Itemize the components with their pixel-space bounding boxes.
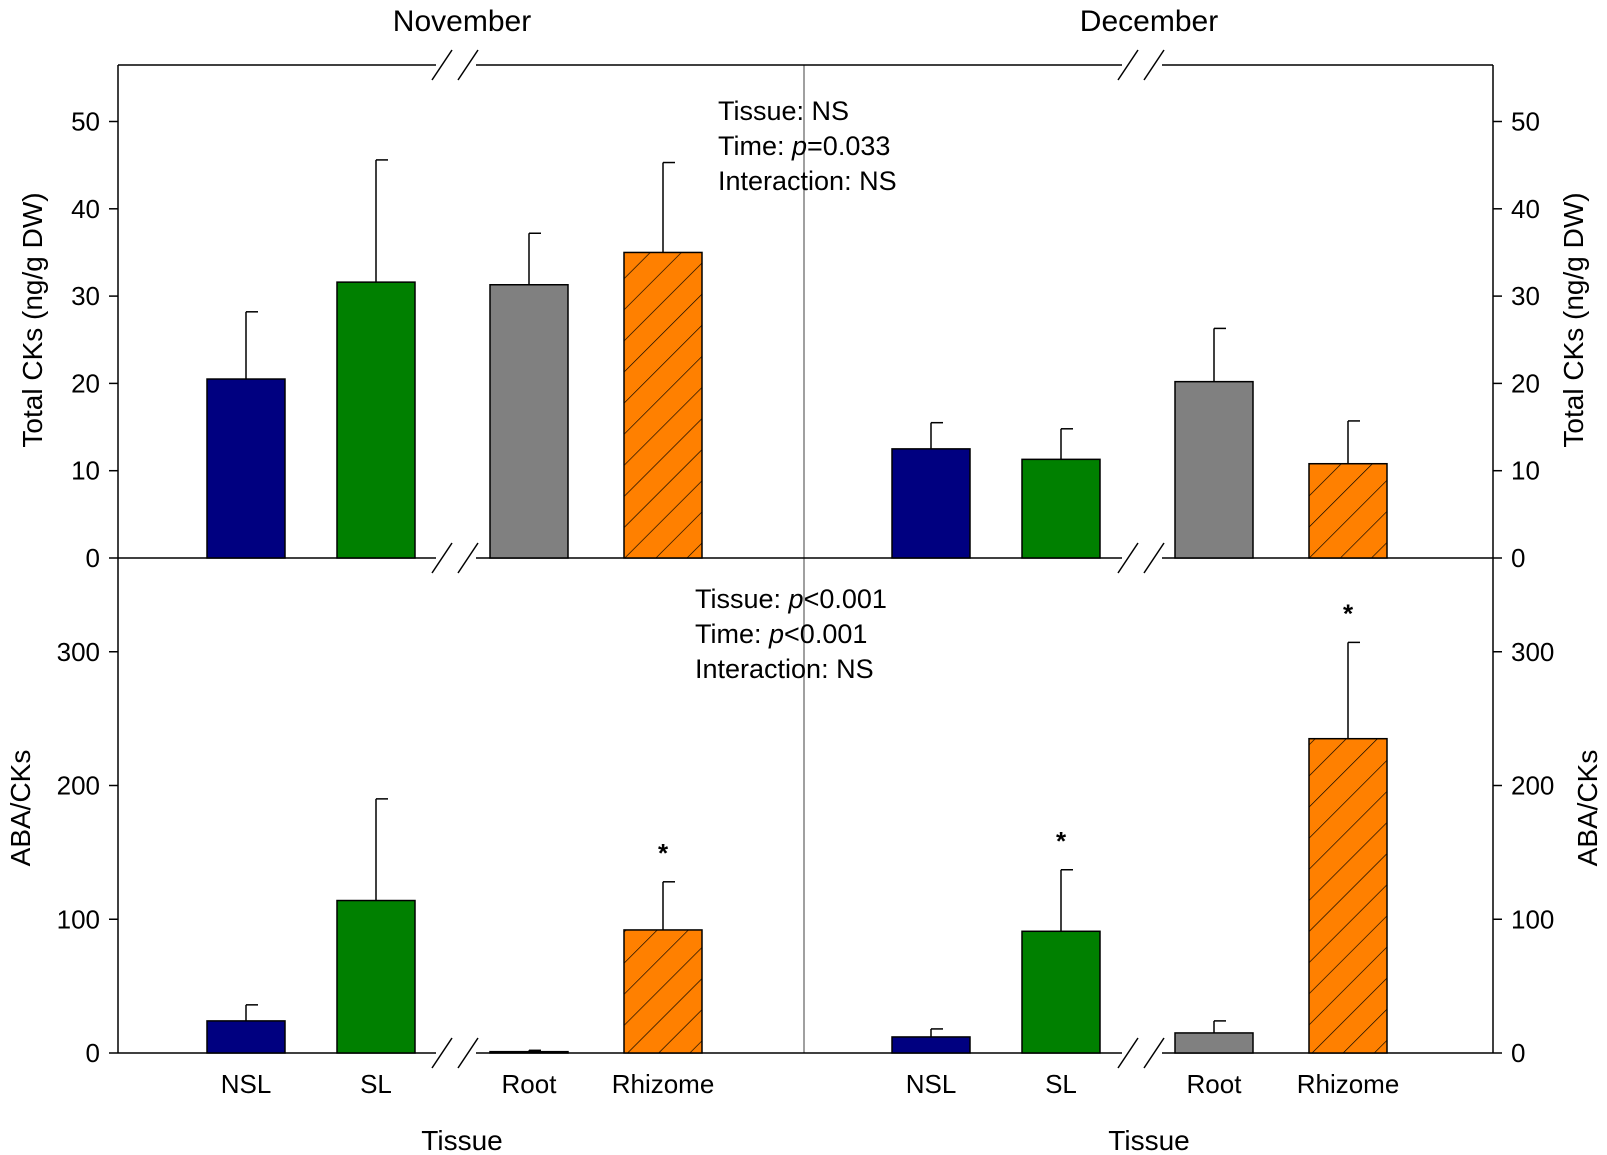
x-tick-label-sl: SL	[360, 1069, 392, 1099]
x-tick-label-rhizome: Rhizome	[1297, 1069, 1400, 1099]
significance-star-sl: *	[1056, 826, 1067, 856]
bar-root	[489, 284, 569, 559]
y-tick-label-right: 200	[1511, 771, 1554, 801]
bar-rhizome	[623, 929, 703, 1054]
x-tick-label-sl: SL	[1045, 1069, 1077, 1099]
x-tick-label-rhizome: Rhizome	[612, 1069, 715, 1099]
top-interaction-stat: Interaction: NS	[718, 166, 897, 196]
y-tick-label-right: 30	[1511, 281, 1540, 311]
month-title-december: December	[1080, 5, 1218, 38]
y-tick-label-right: 10	[1511, 456, 1540, 486]
top-right-y-axis-title: Total CKs (ng/g DW)	[1558, 192, 1589, 447]
y-tick-label-left: 10	[71, 456, 100, 486]
y-tick-label-left: 200	[57, 771, 100, 801]
axis-break-mark	[431, 542, 1165, 574]
top-time-stat: Time: p=0.033	[718, 131, 890, 161]
y-tick-label-right: 20	[1511, 368, 1540, 398]
y-tick-label-left: 50	[71, 107, 100, 137]
bar-sl	[1021, 930, 1101, 1054]
top-left-y-axis-title: Total CKs (ng/g DW)	[17, 192, 48, 447]
bar-nsl	[206, 378, 286, 559]
bar-root	[1174, 380, 1254, 559]
x-tick-label-root: Root	[502, 1069, 558, 1099]
y-tick-label-left: 30	[71, 281, 100, 311]
top-tissue-stat: Tissue: NS	[718, 96, 849, 126]
bottom-right-y-axis-title: ABA/CKs	[1572, 750, 1603, 867]
y-tick-label-left: 0	[86, 1038, 100, 1068]
y-tick-label-right: 0	[1511, 1038, 1525, 1068]
x-tick-label-nsl: NSL	[906, 1069, 957, 1099]
month-title-november: November	[393, 5, 531, 38]
bar-sl	[1021, 458, 1101, 559]
bar-nsl	[891, 1036, 971, 1054]
significance-star-rhizome: *	[658, 838, 669, 868]
bar-sl	[336, 281, 416, 559]
x-axis-title-november: Tissue	[421, 1125, 502, 1155]
x-tick-label-root: Root	[1187, 1069, 1243, 1099]
x-tick-label-nsl: NSL	[221, 1069, 272, 1099]
bottom-left-y-axis-title: ABA/CKs	[5, 750, 36, 867]
axis-break-mark	[431, 1037, 1165, 1069]
bar-nsl	[891, 448, 971, 559]
y-tick-label-right: 50	[1511, 107, 1540, 137]
y-tick-label-left: 300	[57, 637, 100, 667]
y-tick-label-left: 20	[71, 368, 100, 398]
y-tick-label-left: 40	[71, 194, 100, 224]
top-stats-annotation: Tissue: NS Time: p=0.033 Interaction: NS	[718, 96, 897, 196]
bar-root	[1174, 1032, 1254, 1054]
axes-frame	[117, 49, 1494, 1069]
bottom-time-stat: Time: p<0.001	[695, 619, 867, 649]
bottom-stats-annotation: Tissue: p<0.001 Time: p<0.001 Interactio…	[695, 584, 887, 684]
bar-root	[489, 1050, 569, 1054]
bottom-interaction-stat: Interaction: NS	[695, 654, 874, 684]
chart-layer: 0 0 10 10 20 20 30 30 40 40 50 50 0 0 100 100 200 200 300 3…	[57, 107, 1555, 1100]
y-tick-label-right: 300	[1511, 637, 1554, 667]
significance-star-rhizome: *	[1343, 598, 1354, 628]
y-tick-label-right: 40	[1511, 194, 1540, 224]
bar-rhizome	[1308, 462, 1388, 559]
x-axis-title-december: Tissue	[1108, 1125, 1189, 1155]
axis-break-mark	[431, 49, 1165, 81]
bar-nsl	[206, 1020, 286, 1054]
y-tick-label-left: 100	[57, 904, 100, 934]
y-tick-label-right: 100	[1511, 904, 1554, 934]
bottom-tissue-stat: Tissue: p<0.001	[695, 584, 887, 614]
bar-sl	[336, 899, 416, 1054]
y-tick-label-right: 0	[1511, 543, 1525, 573]
bar-rhizome	[623, 251, 703, 559]
y-tick-label-left: 0	[86, 543, 100, 573]
bar-rhizome	[1308, 737, 1388, 1054]
